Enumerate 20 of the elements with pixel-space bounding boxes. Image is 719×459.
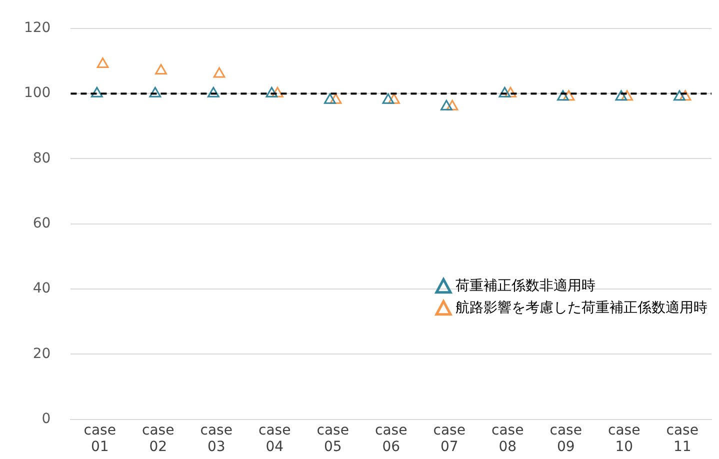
x-tick-label: case 03 [200,422,232,456]
x-tick-label: case 06 [375,422,408,456]
y-tick-label: 100 [24,85,51,102]
x-tick-label: case 09 [550,422,582,456]
legend-label: 航路影響を考慮した荷重補正係数適用時 [456,300,708,316]
x-tick-label: case 01 [84,422,116,456]
y-tick-label: 0 [42,411,51,428]
y-tick-label: 60 [32,216,51,232]
y-tick-label: 80 [32,150,51,166]
x-tick-label: case 10 [608,422,640,456]
x-tick-label: case 02 [142,422,174,456]
y-tick-label: 40 [32,280,51,297]
x-tick-label: case 04 [258,422,291,456]
x-tick-label: case 08 [492,422,524,456]
x-tick-label: case 05 [316,422,349,456]
x-tick-label: case 11 [666,422,698,456]
legend-label: 荷重補正係数非適用時 [456,278,596,294]
x-tick-label: case 07 [433,422,466,456]
y-tick-label: 120 [24,20,51,36]
y-tick-label: 20 [32,346,51,362]
